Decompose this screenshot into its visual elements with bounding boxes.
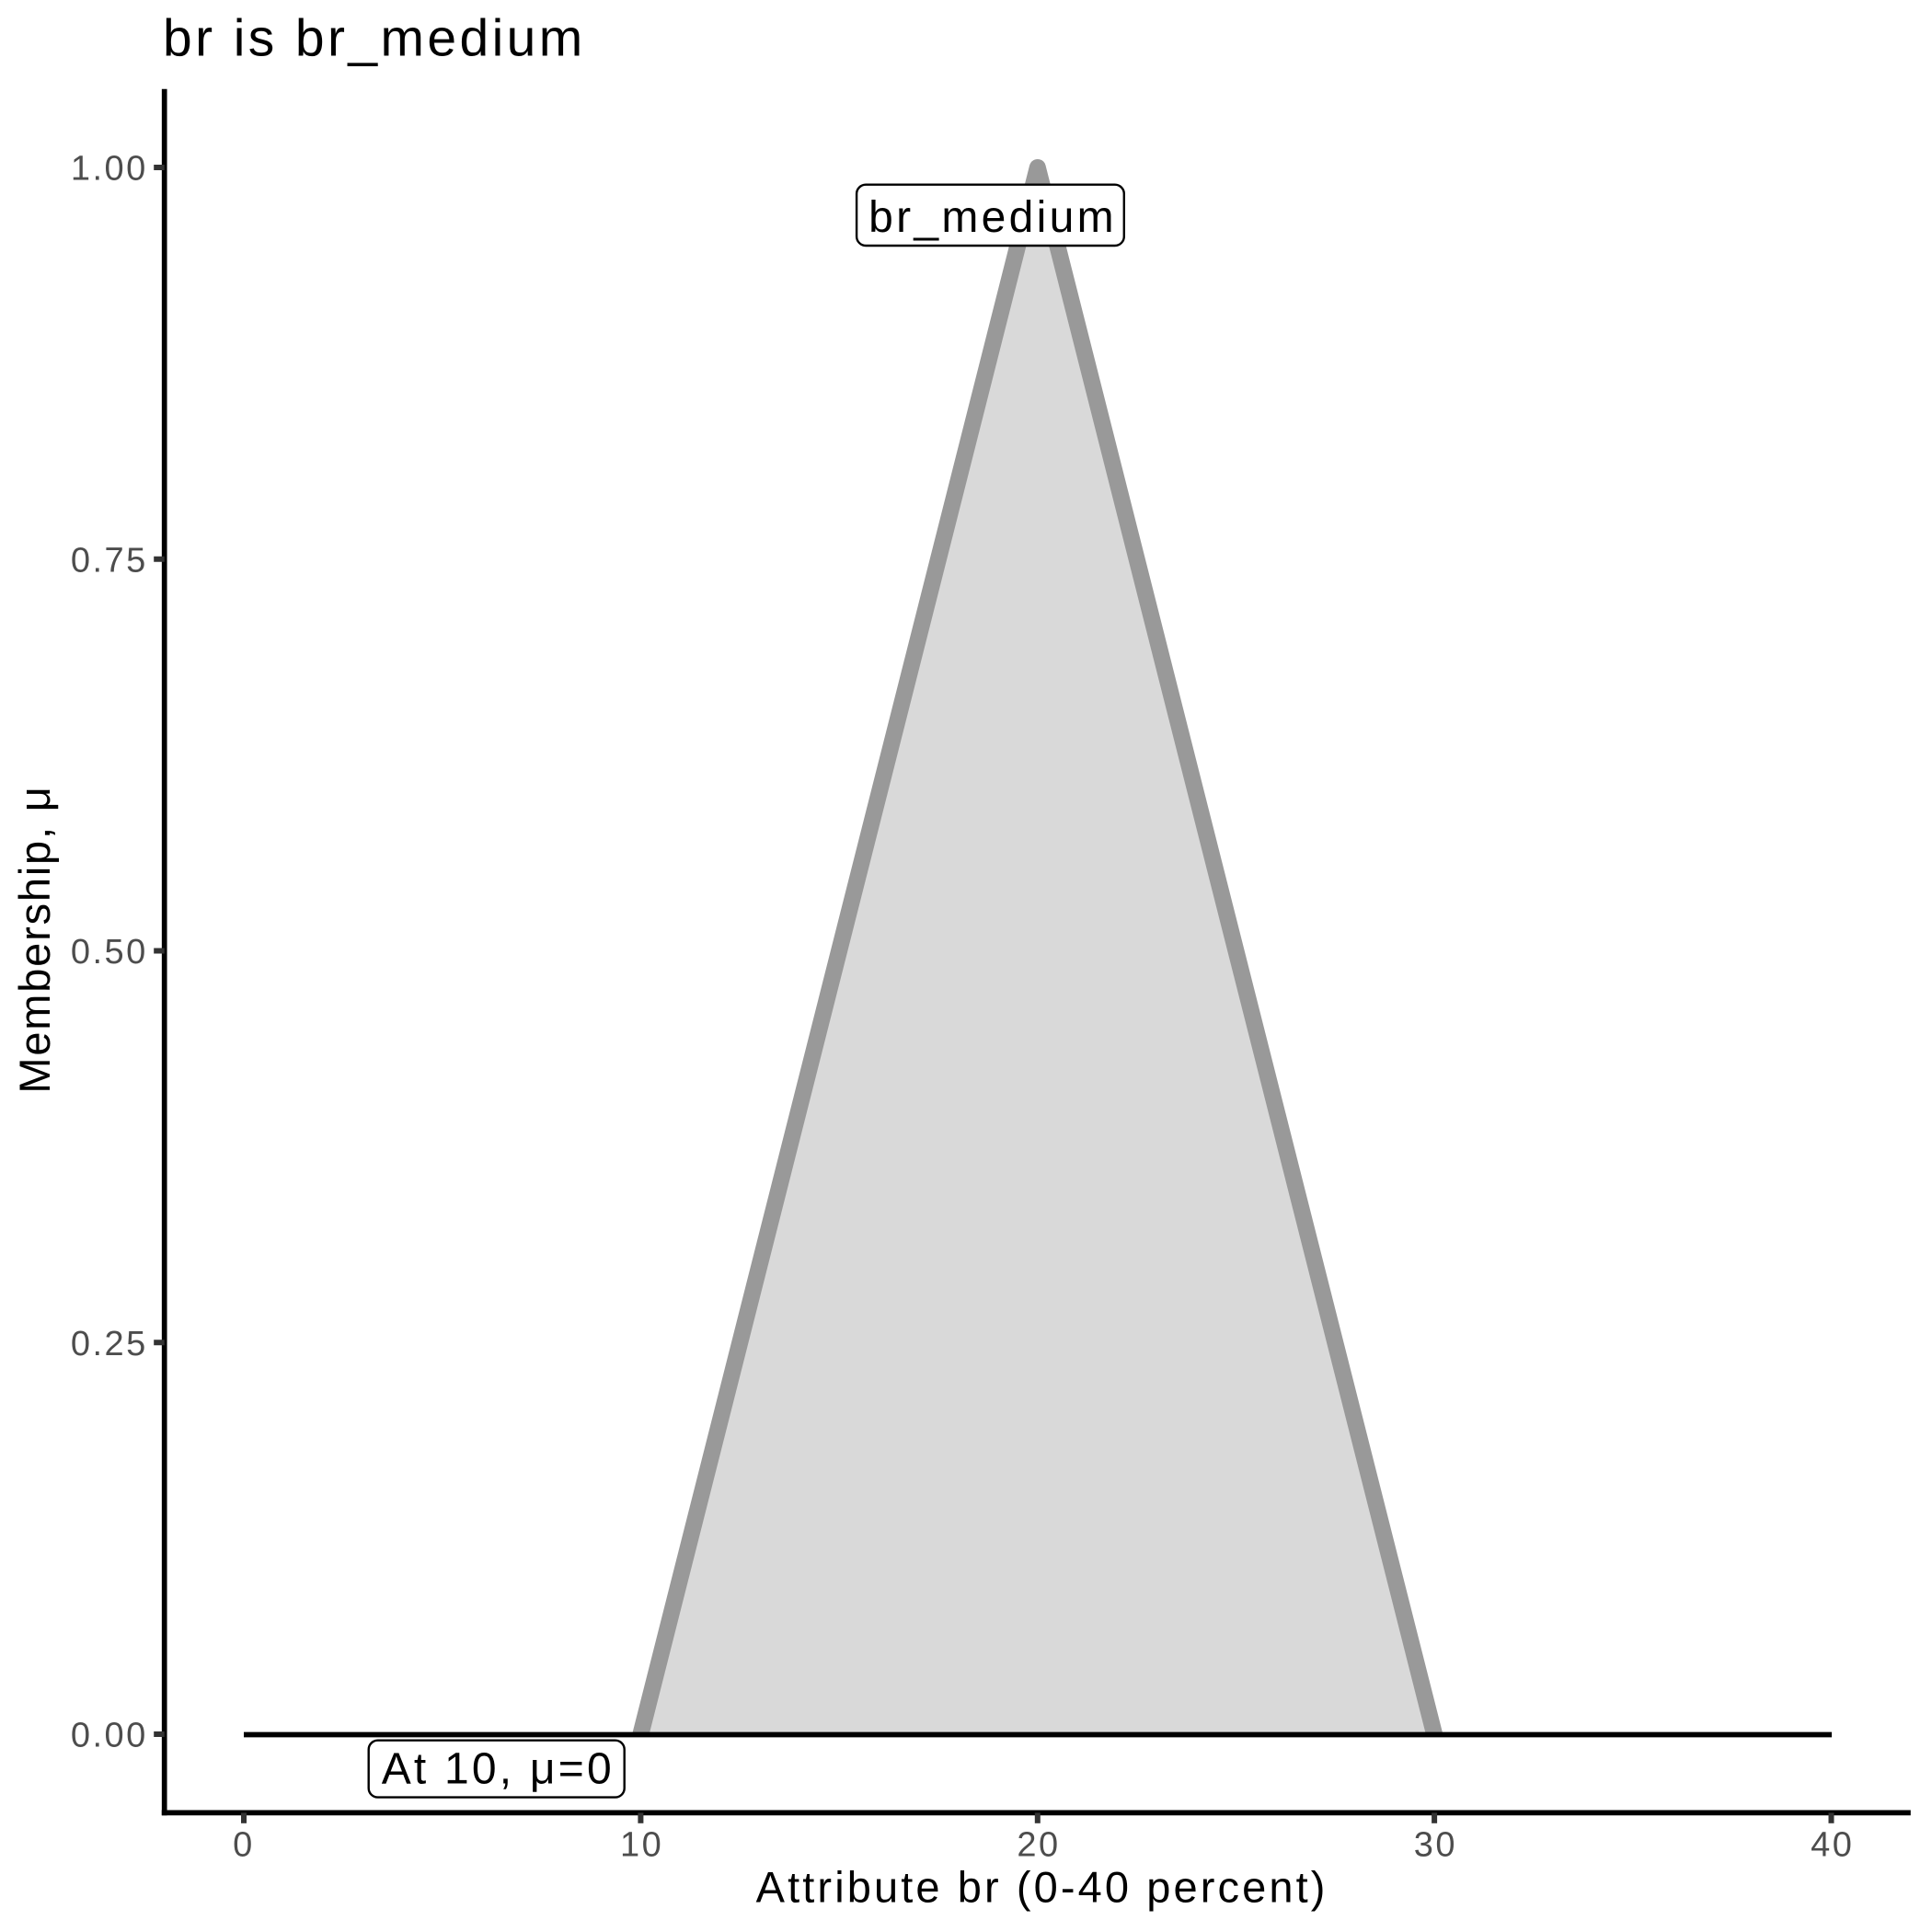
svg-text:1.00: 1.00 [71,150,148,189]
svg-text:Attribute br (0-40 percent): Attribute br (0-40 percent) [756,1862,1328,1911]
svg-text:10: 10 [620,1826,663,1865]
svg-text:40: 40 [1811,1826,1854,1865]
svg-text:0.00: 0.00 [71,1717,148,1755]
svg-text:20: 20 [1017,1826,1060,1865]
svg-text:br is br_medium: br is br_medium [163,9,586,68]
svg-text:30: 30 [1414,1826,1457,1865]
svg-text:0.75: 0.75 [71,541,148,580]
svg-text:At 10, μ=0: At 10, μ=0 [382,1745,615,1794]
svg-text:Membership, μ: Membership, μ [10,785,59,1093]
svg-text:0: 0 [233,1826,255,1865]
svg-text:0.50: 0.50 [71,933,148,972]
svg-text:br_medium: br_medium [868,193,1117,242]
svg-text:0.25: 0.25 [71,1325,148,1363]
